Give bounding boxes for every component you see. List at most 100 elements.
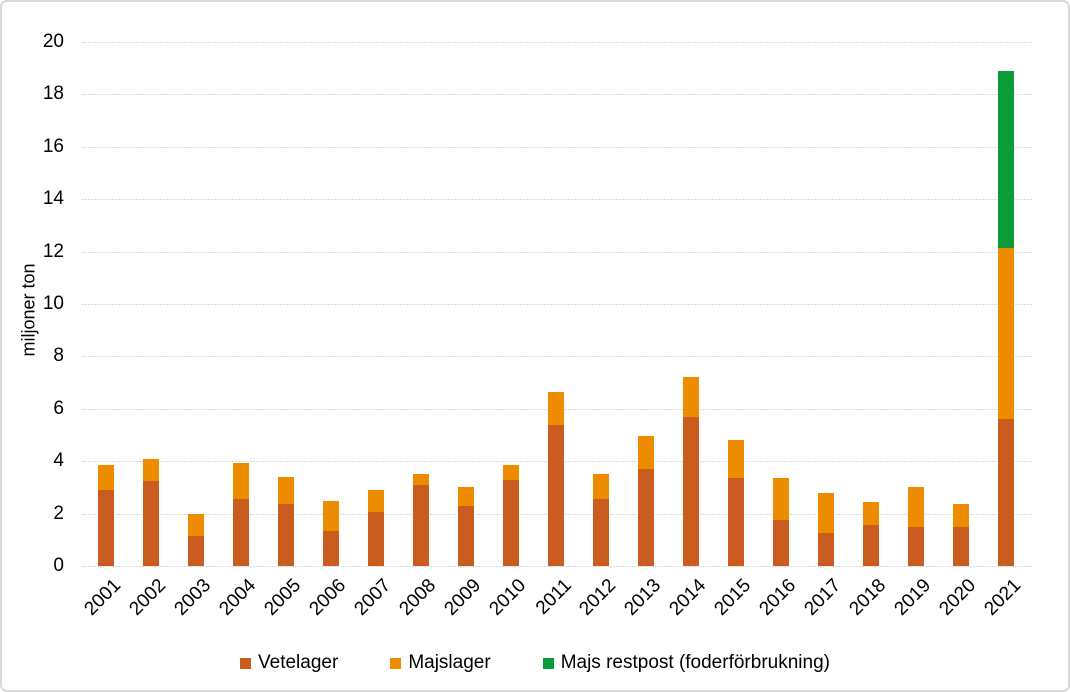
legend-item-vetelager: Vetelager: [240, 652, 338, 674]
legend-swatch-icon: [240, 657, 252, 669]
x-tick-label-2008: 2008: [395, 575, 441, 620]
bar-stack-2009: [457, 487, 474, 566]
y-tick-label-12: 12: [42, 240, 64, 262]
bar-segment-2007-majslager: [367, 490, 384, 513]
bar-stack-2001: [97, 465, 114, 566]
bar-segment-2011-majslager: [547, 391, 564, 425]
bar-stack-2018: [862, 501, 879, 566]
x-tick-label-2010: 2010: [485, 575, 531, 620]
bar-segment-2001-majslager: [97, 465, 114, 491]
bar-stack-2003: [187, 513, 204, 566]
x-tick-label-2003: 2003: [170, 575, 216, 620]
bar-stack-2008: [412, 474, 429, 566]
x-tick-label-2011: 2011: [531, 575, 576, 619]
bar-segment-2013-majslager: [637, 436, 654, 470]
x-tick-label-2007: 2007: [350, 575, 396, 620]
bar-stack-2017: [817, 492, 834, 566]
bar-segment-2021-vetelager: [997, 419, 1014, 566]
bar-stack-2002: [142, 458, 159, 566]
bar-segment-2002-vetelager: [142, 480, 159, 566]
bar-segment-2010-vetelager: [502, 479, 519, 566]
bar-stack-2016: [772, 478, 789, 566]
bar-stack-2012: [592, 474, 609, 566]
legend-swatch-icon: [390, 657, 402, 669]
gridline-y-20: [82, 42, 1032, 43]
y-tick-label-18: 18: [42, 83, 64, 105]
x-tick-label-2014: 2014: [665, 575, 711, 620]
y-tick-label-16: 16: [42, 135, 64, 157]
bar-stack-2010: [502, 465, 519, 566]
bar-stack-2019: [907, 487, 924, 566]
legend-item-majs: Majs restpost (foderförbrukning): [542, 652, 830, 674]
x-tick-label-2002: 2002: [125, 575, 171, 620]
legend-item-majslager: Majslager: [390, 652, 491, 674]
gridline-y-12: [82, 251, 1032, 253]
x-tick-label-2019: 2019: [890, 575, 936, 620]
bar-segment-2005-vetelager: [277, 504, 294, 566]
bar-segment-2012-vetelager: [592, 499, 609, 566]
x-tick-label-2001: 2001: [80, 575, 126, 620]
bar-segment-2002-majslager: [142, 458, 159, 481]
bar-segment-2009-vetelager: [457, 505, 474, 566]
bar-stack-2021: [997, 70, 1014, 566]
bar-segment-2018-vetelager: [862, 525, 879, 566]
legend: Vetelager Majslager Majs restpost (foderfö…: [2, 652, 1068, 674]
x-tick-label-2005: 2005: [260, 575, 306, 620]
bar-segment-2015-majslager: [727, 440, 744, 479]
x-tick-label-2013: 2013: [620, 575, 666, 620]
bar-segment-2010-majslager: [502, 465, 519, 480]
gridline-y-8: [82, 356, 1032, 358]
bar-segment-2017-majslager: [817, 492, 834, 534]
bar-stack-2014: [682, 377, 699, 566]
plot-area: [82, 42, 1032, 567]
gridline-y-18: [82, 94, 1032, 96]
x-tick-label-2016: 2016: [755, 575, 801, 620]
x-tick-label-2006: 2006: [305, 575, 351, 620]
bar-stack-2020: [952, 504, 969, 566]
bar-segment-2019-vetelager: [907, 526, 924, 566]
bar-segment-2001-vetelager: [97, 490, 114, 566]
y-tick-label-14: 14: [42, 188, 64, 210]
x-tick-label-2018: 2018: [845, 575, 891, 620]
bar-stack-2015: [727, 440, 744, 566]
legend-swatch-icon: [542, 657, 554, 669]
x-tick-label-2009: 2009: [440, 575, 486, 620]
x-tick-label-2017: 2017: [800, 575, 846, 620]
y-tick-label-2: 2: [53, 502, 64, 524]
bar-segment-2021-majslager: [997, 247, 1014, 420]
legend-label: Vetelager: [258, 652, 339, 673]
bar-segment-2018-majslager: [862, 501, 879, 526]
y-tick-label-8: 8: [53, 345, 64, 367]
x-tick-label-2020: 2020: [935, 575, 981, 620]
bar-segment-2017-vetelager: [817, 533, 834, 566]
bar-segment-2013-vetelager: [637, 469, 654, 566]
bar-segment-2015-vetelager: [727, 478, 744, 566]
bar-segment-2003-majslager: [187, 513, 204, 536]
bar-segment-2004-majslager: [232, 462, 249, 500]
gridline-y-16: [82, 146, 1032, 148]
legend-label: Majs restpost (foderförbrukning): [560, 652, 830, 673]
x-tick-label-2004: 2004: [215, 575, 261, 620]
bar-segment-2005-majslager: [277, 476, 294, 505]
bar-segment-2012-majslager: [592, 474, 609, 500]
bar-segment-2020-vetelager: [952, 526, 969, 566]
bar-segment-2019-majslager: [907, 487, 924, 527]
x-tick-label-2021: 2021: [980, 575, 1026, 620]
y-tick-label-10: 10: [42, 293, 64, 314]
bar-segment-2008-majslager: [412, 474, 429, 485]
x-tick-label-2015: 2015: [710, 575, 756, 620]
y-tick-label-0: 0: [53, 555, 64, 576]
gridline-y-10: [82, 304, 1032, 305]
bar-segment-2016-majslager: [772, 478, 789, 521]
bar-segment-2020-majslager: [952, 504, 969, 527]
bar-segment-2004-vetelager: [232, 499, 249, 566]
bar-stack-2004: [232, 462, 249, 566]
bar-segment-2008-vetelager: [412, 484, 429, 566]
x-tick-label-2012: 2012: [575, 575, 621, 620]
bar-stack-2013: [637, 436, 654, 566]
bar-segment-2006-majslager: [322, 500, 339, 531]
bar-stack-2007: [367, 490, 384, 566]
bar-stack-2011: [547, 391, 564, 566]
gridline-y-0: [82, 566, 1032, 567]
